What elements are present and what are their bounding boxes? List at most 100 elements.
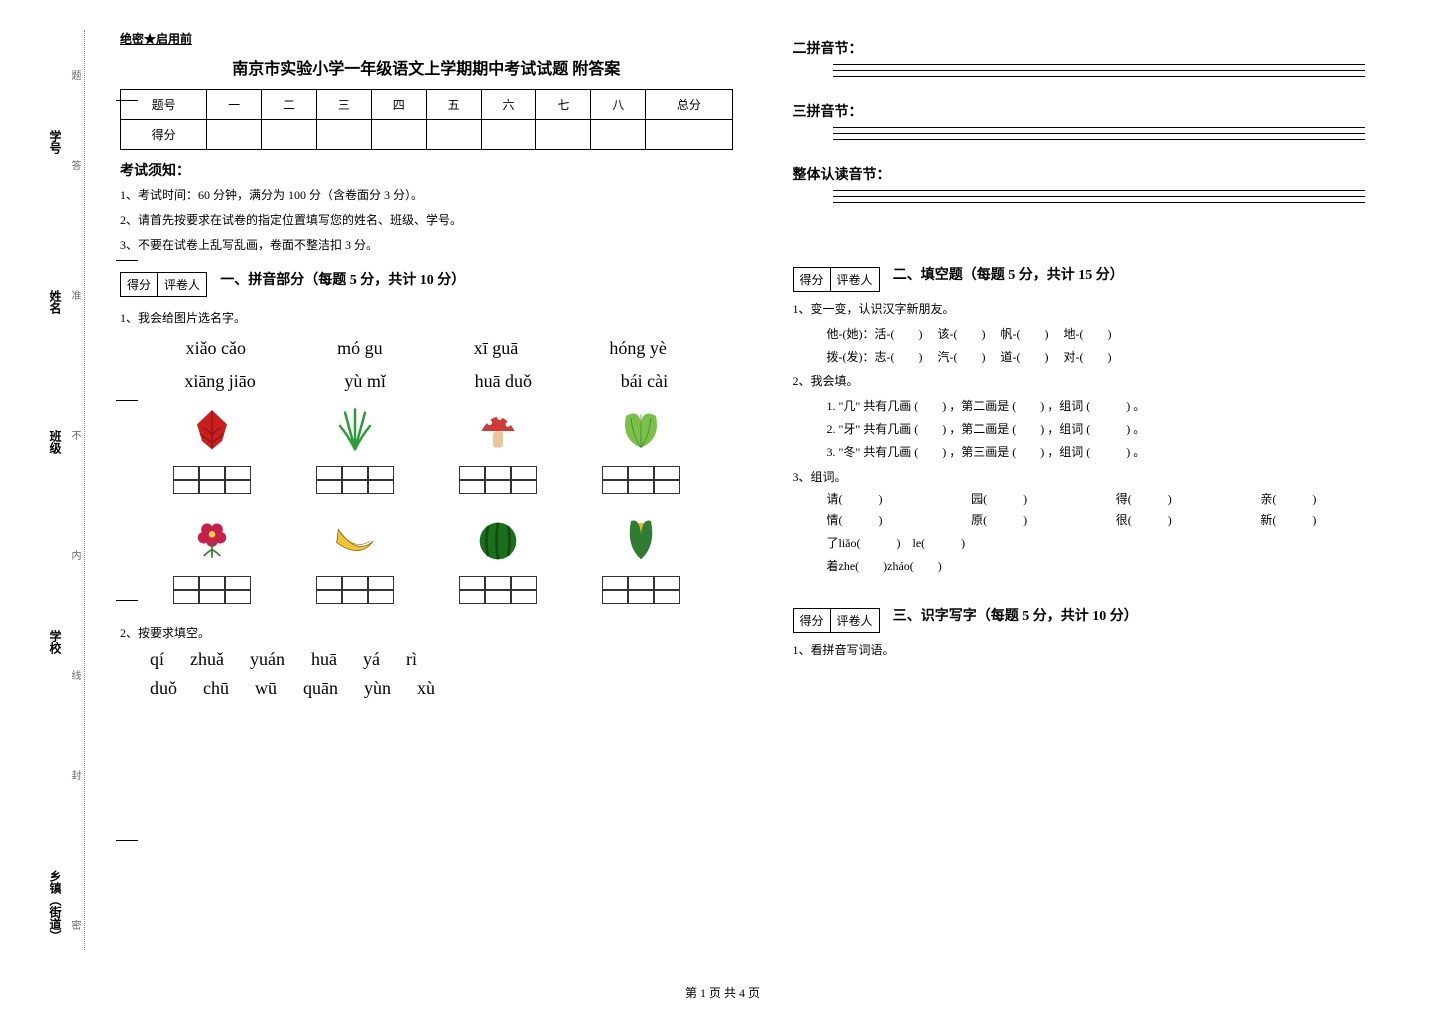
score-header-cell: 八 xyxy=(591,90,646,120)
binding-label-id: 学号 xyxy=(47,130,64,154)
fill-line: 1. "几" 共有几画 ( ) ，第二画是 ( ) ，组词 ( ) 。 xyxy=(827,395,1406,418)
pinyin-item: yùn xyxy=(364,678,391,699)
binding-label-township: 乡镇（街道） xyxy=(47,870,64,942)
answer-grid[interactable] xyxy=(173,576,251,604)
binding-underline xyxy=(116,260,138,261)
answer-grid[interactable] xyxy=(602,466,680,494)
score-box-score: 得分 xyxy=(121,273,158,296)
word-item: 园( ) xyxy=(971,490,1116,507)
three-syllable-heading: 三拼音节： xyxy=(793,101,1406,121)
score-cell[interactable] xyxy=(646,120,732,150)
score-cell[interactable] xyxy=(536,120,591,150)
score-header-cell: 题号 xyxy=(121,90,207,120)
binding-underline xyxy=(116,840,138,841)
score-header-cell: 七 xyxy=(536,90,591,120)
word-item-multi: 着zhe( )zháo( ) xyxy=(827,555,1406,578)
binding-underline xyxy=(116,600,138,601)
score-value-row: 得分 xyxy=(121,120,733,150)
score-box-grader: 评卷人 xyxy=(831,268,879,291)
pinyin-item: rì xyxy=(406,649,417,670)
leaf-icon xyxy=(182,404,242,458)
page-footer: 第 1 页 共 4 页 xyxy=(0,984,1445,1001)
score-header-cell: 四 xyxy=(371,90,426,120)
question-2-1: 1、变一变，认识汉字新朋友。 xyxy=(793,298,1406,321)
question-2-2: 2、我会填。 xyxy=(793,370,1406,393)
binding-underline xyxy=(116,100,138,101)
pinyin-item: wū xyxy=(255,678,277,699)
binding-margin: 乡镇（街道） 学校 班级 姓名 学号 密 封 线 内 不 准 答 题 xyxy=(55,30,85,950)
answer-grid-row-1 xyxy=(140,466,713,494)
section-2-header: 得分 评卷人 二、填空题（每题 5 分，共计 15 分） xyxy=(793,257,1406,296)
score-cell[interactable] xyxy=(262,120,317,150)
flower-icon xyxy=(182,514,242,568)
pinyin-option: mó gu xyxy=(337,338,383,359)
answer-lines[interactable] xyxy=(833,127,1366,140)
watermelon-icon xyxy=(468,514,528,568)
pinyin-item: qí xyxy=(150,649,164,670)
corn-icon xyxy=(611,514,671,568)
binding-small: 封 xyxy=(67,770,82,780)
section-3-header: 得分 评卷人 三、识字写字（每题 5 分，共计 10 分） xyxy=(793,598,1406,637)
answer-grid[interactable] xyxy=(316,466,394,494)
score-cell[interactable] xyxy=(207,120,262,150)
score-table: 题号 一 二 三 四 五 六 七 八 总分 得分 xyxy=(120,89,733,150)
pinyin-options-row-1: xiǎo cǎo mó gu xī guā hóng yè xyxy=(140,338,713,359)
answer-grid[interactable] xyxy=(459,576,537,604)
answer-grid[interactable] xyxy=(316,576,394,604)
word-item: 请( ) xyxy=(827,490,972,507)
pinyin-option: hóng yè xyxy=(609,338,667,359)
exam-title: 南京市实验小学一年级语文上学期期中考试试题 附答案 xyxy=(120,55,733,79)
notice-line: 3、不要在试卷上乱写乱画，卷面不整洁扣 3 分。 xyxy=(120,236,733,255)
binding-small: 答 xyxy=(67,160,82,170)
content-columns: 绝密★启用前 南京市实验小学一年级语文上学期期中考试试题 附答案 题号 一 二 … xyxy=(120,30,1405,707)
score-box-score: 得分 xyxy=(794,609,831,632)
question-1-1: 1、我会给图片选名字。 xyxy=(120,309,733,326)
pinyin-item: quān xyxy=(303,678,338,699)
score-header-cell: 二 xyxy=(262,90,317,120)
pinyin-item: zhuǎ xyxy=(190,649,224,670)
answer-grid[interactable] xyxy=(602,576,680,604)
score-row-label: 得分 xyxy=(121,120,207,150)
pinyin-item: xù xyxy=(417,678,435,699)
binding-small: 题 xyxy=(67,70,82,80)
pinyin-list-2: duǒ chū wū quān yùn xù xyxy=(150,678,703,699)
score-cell[interactable] xyxy=(591,120,646,150)
score-header-cell: 总分 xyxy=(646,90,732,120)
section-3-title: 三、识字写字（每题 5 分，共计 10 分） xyxy=(893,605,1138,625)
score-box-grader: 评卷人 xyxy=(831,609,879,632)
word-item: 很( ) xyxy=(1116,511,1261,528)
word-item: 得( ) xyxy=(1116,490,1261,507)
notice-line: 2、请首先按要求在试卷的指定位置填写您的姓名、班级、学号。 xyxy=(120,211,733,230)
answer-lines[interactable] xyxy=(833,64,1366,77)
mushroom-icon xyxy=(468,404,528,458)
binding-label-school: 学校 xyxy=(47,630,64,654)
section-2-title: 二、填空题（每题 5 分，共计 15 分） xyxy=(893,264,1124,284)
answer-grid[interactable] xyxy=(173,466,251,494)
score-cell[interactable] xyxy=(481,120,536,150)
fill-line: 2. "牙" 共有几画 ( ) ，第二画是 ( ) ，组词 ( ) 。 xyxy=(827,418,1406,441)
section-1-header: 得分 评卷人 一、拼音部分（每题 5 分，共计 10 分） xyxy=(120,262,733,301)
right-column: 二拼音节： 三拼音节： 整体认读音节： 得分 评卷人 二、填空题（每题 5 分，… xyxy=(793,30,1406,707)
answer-grid-row-2 xyxy=(140,576,713,604)
image-row-1 xyxy=(140,404,713,458)
binding-small: 准 xyxy=(67,290,82,300)
left-column: 绝密★启用前 南京市实验小学一年级语文上学期期中考试试题 附答案 题号 一 二 … xyxy=(120,30,733,707)
binding-label-name: 姓名 xyxy=(47,290,64,314)
answer-lines[interactable] xyxy=(833,190,1366,203)
answer-grid[interactable] xyxy=(459,466,537,494)
score-cell[interactable] xyxy=(316,120,371,150)
pinyin-option: yù mǐ xyxy=(344,371,386,392)
binding-small: 线 xyxy=(67,670,82,680)
section-1-title: 一、拼音部分（每题 5 分，共计 10 分） xyxy=(220,269,465,289)
word-item: 新( ) xyxy=(1260,511,1405,528)
question-2-3: 3、组词。 xyxy=(793,466,1406,489)
pinyin-item: yá xyxy=(363,649,380,670)
cabbage-icon xyxy=(611,404,671,458)
two-syllable-heading: 二拼音节： xyxy=(793,38,1406,58)
confidential-label: 绝密★启用前 xyxy=(120,30,733,47)
pinyin-item: duǒ xyxy=(150,678,177,699)
score-cell[interactable] xyxy=(371,120,426,150)
pinyin-options-row-2: xiāng jiāo yù mǐ huā duǒ bái cài xyxy=(140,371,713,392)
score-cell[interactable] xyxy=(426,120,481,150)
binding-underline xyxy=(116,400,138,401)
